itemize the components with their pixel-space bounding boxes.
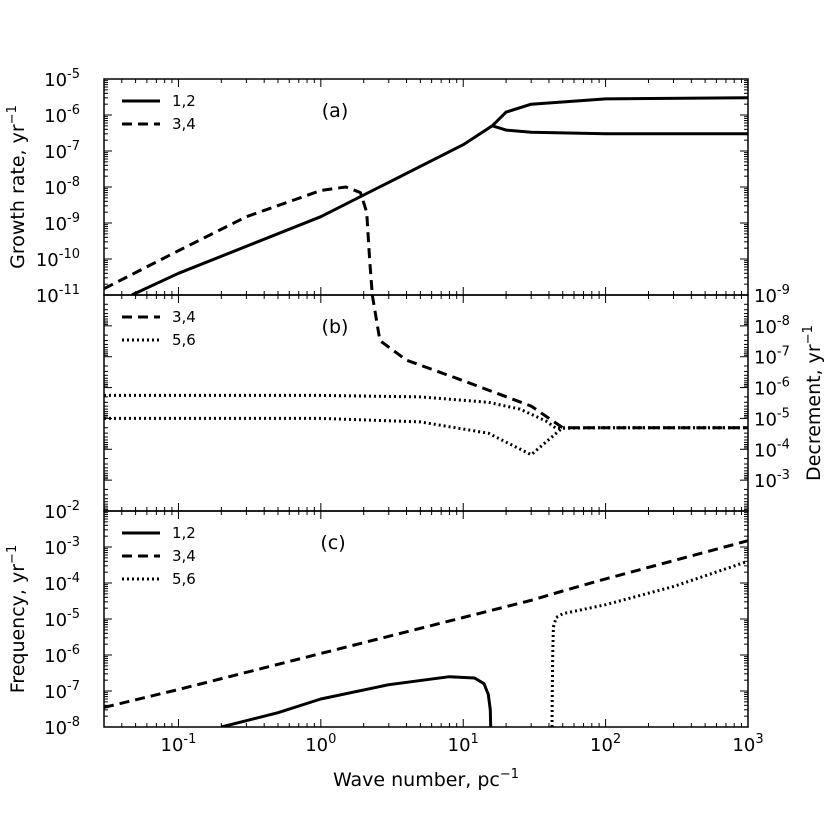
y-tick-label: 10-7 <box>754 345 790 369</box>
x-tick-label: 10-1 <box>161 732 197 756</box>
legend-label: 1,2 <box>172 524 196 542</box>
series-group <box>104 96 748 295</box>
series-line-1-2-0 <box>131 124 494 295</box>
y-tick-label: 10-9 <box>754 283 790 307</box>
legend-label: 5,6 <box>172 331 196 349</box>
y-tick-label: 10-7 <box>44 679 80 703</box>
panel-label: (c) <box>320 532 345 554</box>
y-tick-label: 10-11 <box>36 283 80 307</box>
x-tick-label: 102 <box>590 732 621 756</box>
panel-c: 10-8 10-7 10-6 10-5 10-4 10-3 Frequency, yr−1 (… <box>5 510 749 739</box>
y-tick-label: 10-4 <box>44 571 80 595</box>
x-tick-label: 100 <box>305 732 336 756</box>
legend: 1,2 3,4 5,6 <box>122 524 196 588</box>
series-line-5-6-2 <box>550 559 748 727</box>
y-tick-label: 10-7 <box>44 139 80 163</box>
y-tick-label: 10-3 <box>754 468 790 492</box>
plot-frame <box>103 78 749 296</box>
y-tick-label: 10-5 <box>44 607 80 631</box>
x-tick-label: 103 <box>732 732 763 756</box>
x-axis-label: Wave number, pc−1 <box>333 767 519 791</box>
y-tick-label: 10-5 <box>44 67 80 91</box>
y-tick-labels: 10-11 10-10 10-9 10-8 10-7 10-6 10-5 <box>36 67 80 307</box>
y-tick-label: 10-6 <box>754 376 790 400</box>
x-tick-labels: 10-1 100 101 102 103 <box>161 732 764 756</box>
y-tick-labels: 10-9 10-8 10-7 10-6 10-5 10-4 10-3 10-2 <box>44 283 790 523</box>
panel-label: (a) <box>322 100 348 122</box>
y-tick-label: 10-6 <box>44 643 80 667</box>
x-ticks <box>103 511 749 727</box>
y-axis-label: Growth rate, yr−1 <box>5 105 29 269</box>
y-tick-labels: 10-8 10-7 10-6 10-5 10-4 10-3 <box>44 535 80 739</box>
series-line-1-2-2 <box>491 124 748 136</box>
y-tick-label: 10-8 <box>44 175 80 199</box>
y-ticks <box>104 78 748 296</box>
x-ticks <box>103 295 749 511</box>
y-tick-label: 10-8 <box>754 314 790 338</box>
legend: 1,23,4 <box>122 92 196 133</box>
legend-label: 1,2 <box>172 92 196 110</box>
y-axis-label: Decrement, yr−1 <box>801 325 825 481</box>
series-line-5-6-1 <box>104 416 748 457</box>
y-tick-label: 10-8 <box>44 715 80 739</box>
plot-frame <box>103 510 749 728</box>
panel-a: 10-11 10-10 10-9 10-8 10-7 10-6 10-5 Growth rat… <box>5 67 749 307</box>
panel-b: 10-9 10-8 10-7 10-6 10-5 10-4 10-3 10-2 Decremen… <box>44 283 825 523</box>
legend: 3,45,6 <box>122 308 196 349</box>
y-tick-label: 10-6 <box>44 103 80 127</box>
x-ticks <box>103 79 749 295</box>
series-line-3-4-0 <box>370 295 748 430</box>
series-line-1-2-1 <box>491 96 748 127</box>
y-tick-label: 10-3 <box>44 535 80 559</box>
series-line-5-6-2 <box>104 393 748 430</box>
series-line-3-4-3 <box>104 185 374 295</box>
x-tick-label: 101 <box>448 732 479 756</box>
y-tick-label: 10-9 <box>44 211 80 235</box>
y-tick-label: 10-10 <box>36 247 80 271</box>
y-tick-label: 10-5 <box>754 406 790 430</box>
y-tick-label: 10-2 <box>44 499 80 523</box>
series-group <box>104 295 748 457</box>
panel-label: (b) <box>322 316 349 338</box>
series-line-1-2-0 <box>220 675 493 727</box>
y-tick-label: 10-4 <box>754 437 790 461</box>
y-ticks <box>104 294 748 512</box>
series-group <box>104 539 748 727</box>
legend-label: 5,6 <box>172 570 196 588</box>
plot-frame <box>103 294 749 512</box>
y-ticks <box>104 510 748 728</box>
series-line-3-4-1 <box>104 539 748 709</box>
legend-label: 3,4 <box>172 115 196 133</box>
y-axis-label: Frequency, yr−1 <box>5 545 29 693</box>
legend-label: 3,4 <box>172 547 196 565</box>
legend-label: 3,4 <box>172 308 196 326</box>
